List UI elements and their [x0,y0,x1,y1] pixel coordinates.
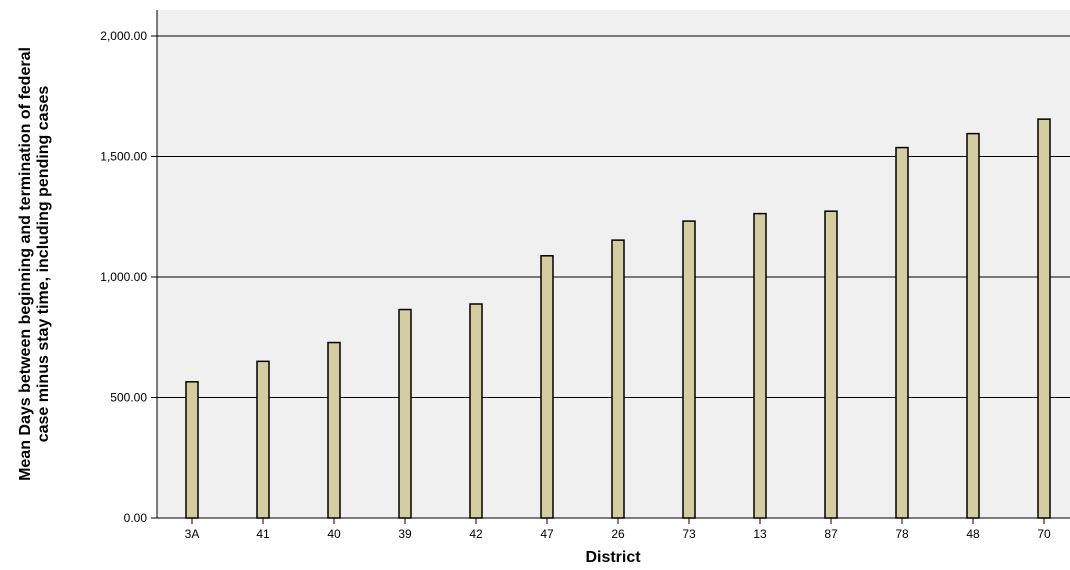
y-tick-label: 500.00 [110,391,147,405]
bar-73 [682,220,696,519]
x-tick-label: 70 [1037,527,1051,541]
y-axis-title-line-2: case minus stay time, including pending … [35,86,52,443]
bars [185,118,1051,519]
bar-47 [540,255,554,519]
bar-39 [398,308,412,519]
x-tick-label: 42 [469,527,483,541]
x-tick-label: 87 [824,527,838,541]
x-axis-title: District [585,549,641,565]
bar-42 [469,303,483,519]
x-tick-label: 41 [256,527,270,541]
bar-40 [327,341,341,519]
y-tick-label: 2,000.00 [100,29,147,43]
bar-3A [185,381,199,519]
axes [156,10,1070,519]
bar-48 [966,132,980,519]
y-tick-label: 1,000.00 [100,270,147,284]
bar-26 [611,239,625,519]
bar-41 [256,360,270,519]
y-axis-title: Mean Days between beginning and terminat… [17,47,52,481]
y-axis-title-line-1: Mean Days between beginning and terminat… [17,47,34,481]
x-tick-label: 40 [327,527,341,541]
x-ticks: 3A 41 40 39 42 47 26 73 13 87 78 48 70 [185,518,1051,541]
x-tick-label: 48 [966,527,980,541]
bar-78 [895,146,909,519]
x-tick-label: 78 [895,527,909,541]
bar-70 [1037,118,1051,519]
x-tick-label: 73 [682,527,696,541]
x-tick-label: 26 [611,527,625,541]
bar-87 [824,210,838,519]
x-tick-label: 47 [540,527,554,541]
x-tick-label: 13 [753,527,767,541]
y-ticks: 0.00 500.00 1,000.00 1,500.00 2,000.00 [100,29,157,525]
x-tick-label: 3A [185,527,200,541]
bar-13 [753,212,767,519]
y-tick-label: 0.00 [124,511,148,525]
y-tick-label: 1,500.00 [100,150,147,164]
x-tick-label: 39 [398,527,412,541]
